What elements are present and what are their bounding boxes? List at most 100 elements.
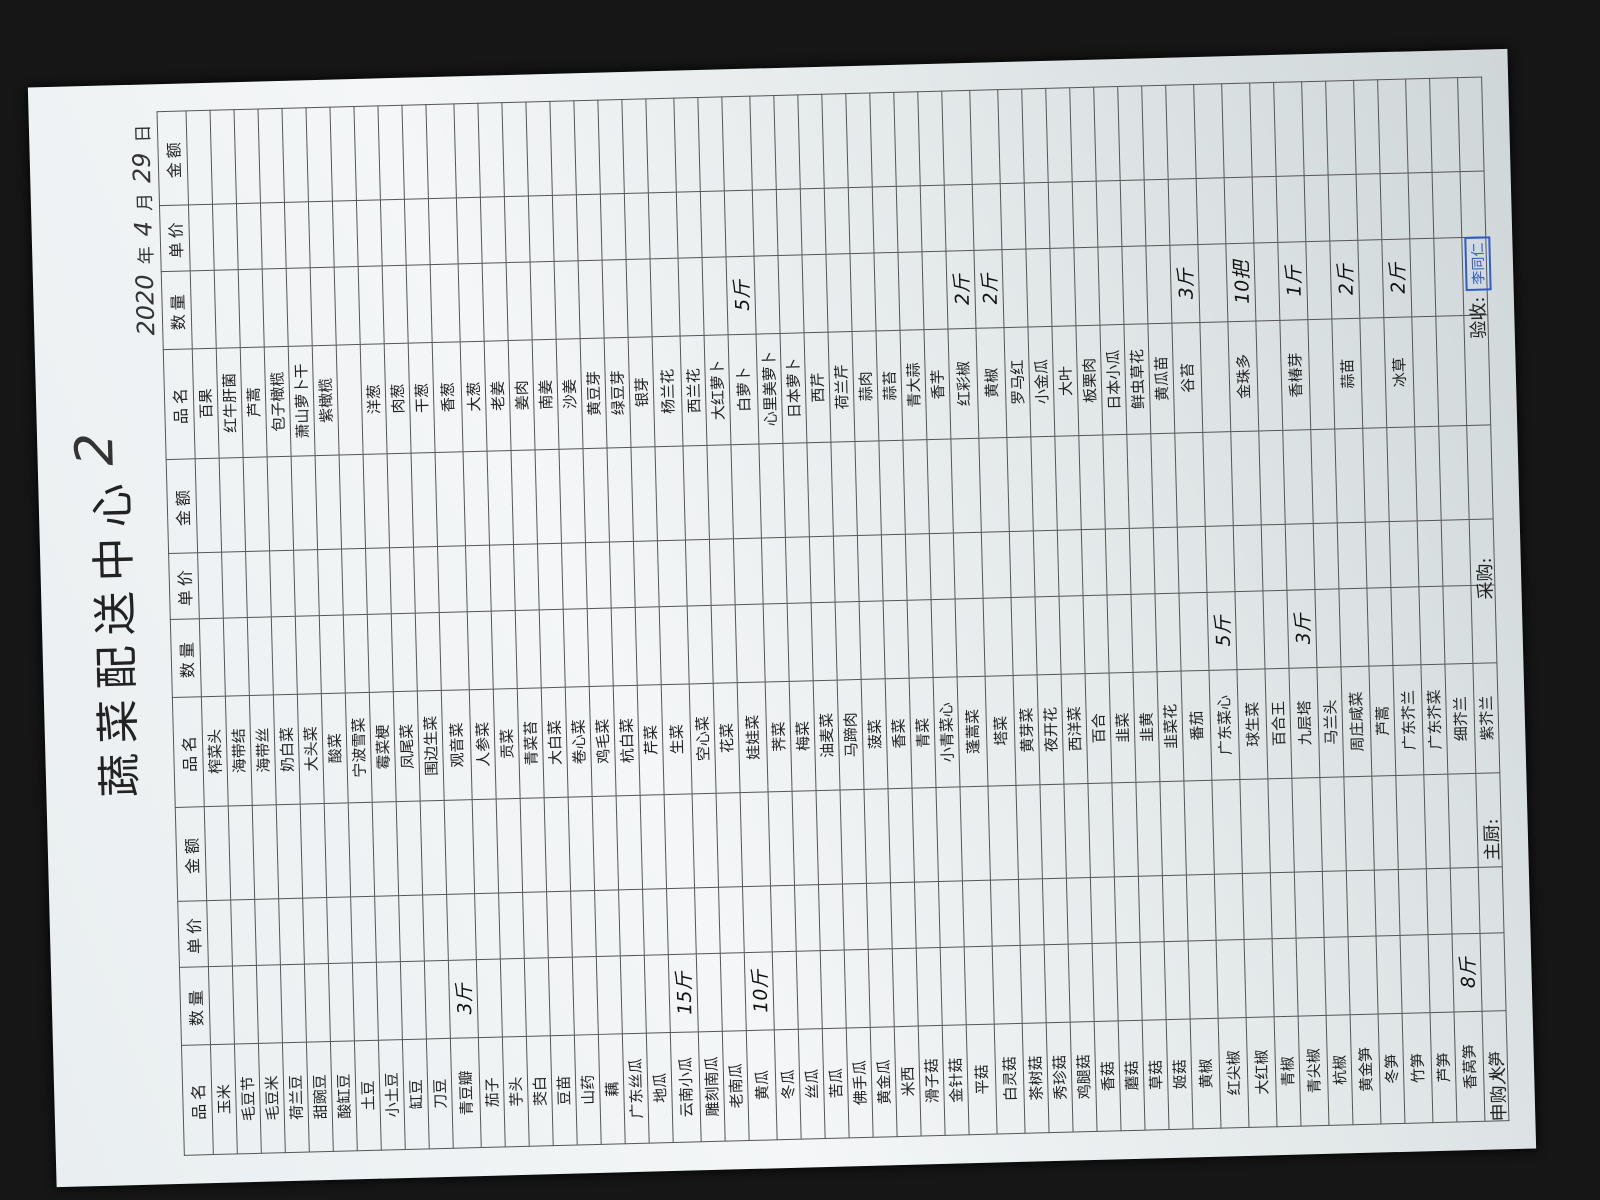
item-price	[570, 890, 597, 958]
item-amount	[195, 458, 222, 553]
item-name: 娃娃菜	[737, 681, 769, 793]
item-amount	[525, 101, 553, 196]
item-qty	[406, 264, 433, 344]
item-amount	[1069, 87, 1097, 182]
item-name: 毛豆米	[258, 1042, 286, 1154]
item-qty	[754, 255, 781, 335]
item-qty	[1121, 245, 1148, 325]
order-table: 品名 数量 单价 金额 品名 数量 单价 金额 品名 数量 单价 金额 玉米 榨菜头 百果 毛豆节 海带结 红牛肝…	[157, 76, 1510, 1156]
day: 29	[127, 152, 157, 184]
item-amount	[1395, 774, 1427, 870]
item-amount	[845, 93, 873, 188]
item-amount	[535, 449, 562, 544]
item-name: 韭黄	[1133, 671, 1160, 783]
item-name: 广东菜心	[1209, 669, 1240, 781]
item-price	[1285, 523, 1315, 591]
item-price	[380, 199, 407, 266]
item-amount	[1221, 83, 1253, 178]
item-name: 刀豆	[426, 1038, 454, 1149]
item-price	[962, 880, 993, 947]
item-qty	[916, 947, 943, 1027]
handwritten-mark: 2	[64, 432, 126, 467]
item-price	[269, 550, 296, 617]
item-amount	[616, 795, 643, 890]
item-price	[842, 883, 869, 950]
item-price	[676, 191, 703, 259]
item-price	[1214, 873, 1245, 941]
item-amount	[664, 793, 695, 889]
item-qty	[778, 254, 805, 334]
item-name: 青菜苔	[517, 687, 545, 799]
item-price	[1374, 869, 1401, 937]
item-qty	[1116, 942, 1143, 1021]
item-amount	[630, 446, 658, 542]
item-amount	[1438, 425, 1470, 521]
item-price	[1398, 868, 1429, 936]
item-name: 青菜	[909, 677, 936, 789]
item-amount	[1006, 436, 1034, 532]
item-name: 细芥兰	[1444, 663, 1476, 775]
item-price	[1322, 870, 1349, 938]
item-price	[1233, 524, 1263, 592]
item-amount	[806, 442, 834, 537]
item-price	[694, 887, 721, 954]
item-name: 黄瓜苗	[1147, 323, 1175, 434]
item-qty	[1305, 241, 1332, 320]
item-amount	[435, 451, 466, 547]
item-price	[685, 539, 712, 606]
item-name: 霉菜梗	[369, 691, 397, 803]
item-amount	[267, 456, 294, 551]
item-amount	[582, 448, 610, 543]
item-amount	[511, 449, 538, 545]
item-name: 杭椒	[1326, 1014, 1353, 1126]
item-price	[618, 889, 645, 956]
item-price	[800, 188, 826, 255]
column-header: 单价	[168, 552, 200, 620]
item-name: 大红椒	[1246, 1016, 1277, 1128]
item-qty	[835, 601, 862, 681]
item-qty	[304, 963, 331, 1043]
item-name: 广东芥菜	[1420, 664, 1448, 775]
item-qty	[1145, 245, 1172, 324]
item-name: 姜肉	[508, 339, 536, 451]
item-amount	[477, 102, 505, 198]
item-price	[1018, 878, 1045, 946]
item-name	[1411, 316, 1439, 427]
item-name: 藕	[598, 1033, 626, 1145]
item-price	[1105, 528, 1132, 595]
item-qty	[811, 602, 838, 681]
item-amount	[840, 789, 867, 885]
item-qty	[735, 603, 766, 683]
item-qty	[214, 269, 241, 349]
item-amount	[1371, 775, 1399, 871]
item-amount	[1141, 85, 1169, 180]
item-qty	[635, 606, 662, 686]
item-price	[308, 201, 335, 268]
item-qty	[500, 958, 527, 1037]
item-qty	[1197, 243, 1228, 323]
item-name	[1307, 319, 1335, 430]
item-price	[733, 538, 764, 605]
column-header: 数量	[170, 618, 202, 698]
item-qty	[280, 964, 307, 1043]
item-amount	[640, 794, 667, 890]
item-price	[236, 203, 263, 270]
item-amount	[243, 456, 270, 552]
item-name: 沙姜	[556, 338, 583, 450]
item-amount	[487, 450, 514, 546]
item-amount	[797, 94, 825, 189]
item-price	[389, 547, 416, 614]
item-qty	[1390, 586, 1421, 666]
item-amount	[1267, 778, 1295, 873]
item-amount	[1319, 776, 1347, 872]
item-qty: 10把	[1225, 243, 1256, 322]
item-amount	[978, 437, 1010, 533]
item-name: 黄椒	[975, 327, 1007, 439]
item-name: 鸡腿菇	[1070, 1021, 1098, 1133]
item-qty	[367, 613, 394, 693]
item-name: 紫橄榄	[312, 345, 340, 456]
item-price	[929, 532, 956, 600]
item-price	[546, 891, 573, 958]
item-amount	[315, 455, 342, 550]
